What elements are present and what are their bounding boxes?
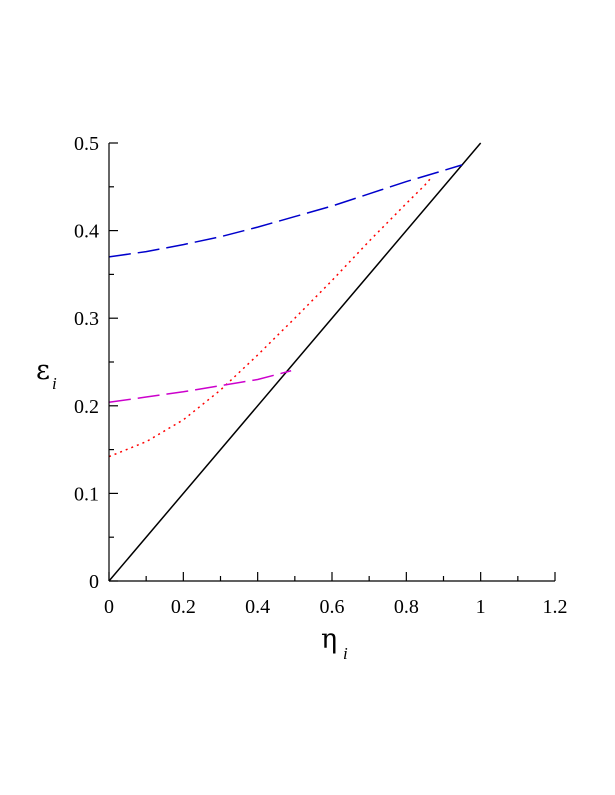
plot-area: 0 0.2 0.4 0.6 0.8 1 1.2 0 0.1 0.2 0.3 0.4 0.5 bbox=[74, 133, 568, 618]
x-tick-label: 0.8 bbox=[394, 596, 419, 618]
series-layer bbox=[108, 142, 482, 582]
axes-layer bbox=[108, 143, 555, 582]
x-tick-label: 1.2 bbox=[543, 596, 568, 618]
x-tick-label: 0 bbox=[104, 596, 114, 618]
ticks-layer bbox=[108, 142, 556, 582]
series-line-0-solid bbox=[108, 142, 482, 582]
y-tick-label: 0.3 bbox=[74, 308, 99, 330]
x-tick-label: 0.6 bbox=[320, 596, 345, 618]
x-axis-label-symbol: η bbox=[321, 624, 337, 655]
x-tick-label: 0.4 bbox=[245, 596, 270, 618]
series-line-1-longdash bbox=[108, 164, 463, 258]
series-line-3-longdash bbox=[108, 370, 292, 404]
x-axis-label-subscript: i bbox=[343, 644, 348, 663]
y-tick-label: 0.5 bbox=[74, 133, 99, 155]
y-tick-label: 0.2 bbox=[74, 396, 99, 418]
y-axis-label-subscript: i bbox=[52, 374, 57, 393]
tick-labels-layer: 0 0.2 0.4 0.6 0.8 1 1.2 0 0.1 0.2 0.3 0.4 0.5 bbox=[74, 133, 568, 618]
x-axis-label: η i bbox=[321, 624, 348, 663]
y-tick-label: 0.4 bbox=[74, 221, 99, 243]
series-line-2-dotted bbox=[108, 175, 433, 458]
y-axis-label-symbol: ε bbox=[36, 355, 50, 386]
y-tick-label: 0.1 bbox=[74, 483, 99, 505]
y-axis-label: ε i bbox=[36, 355, 57, 393]
x-tick-label: 1 bbox=[476, 596, 486, 618]
y-tick-label: 0 bbox=[89, 571, 99, 593]
x-tick-label: 0.2 bbox=[171, 596, 196, 618]
